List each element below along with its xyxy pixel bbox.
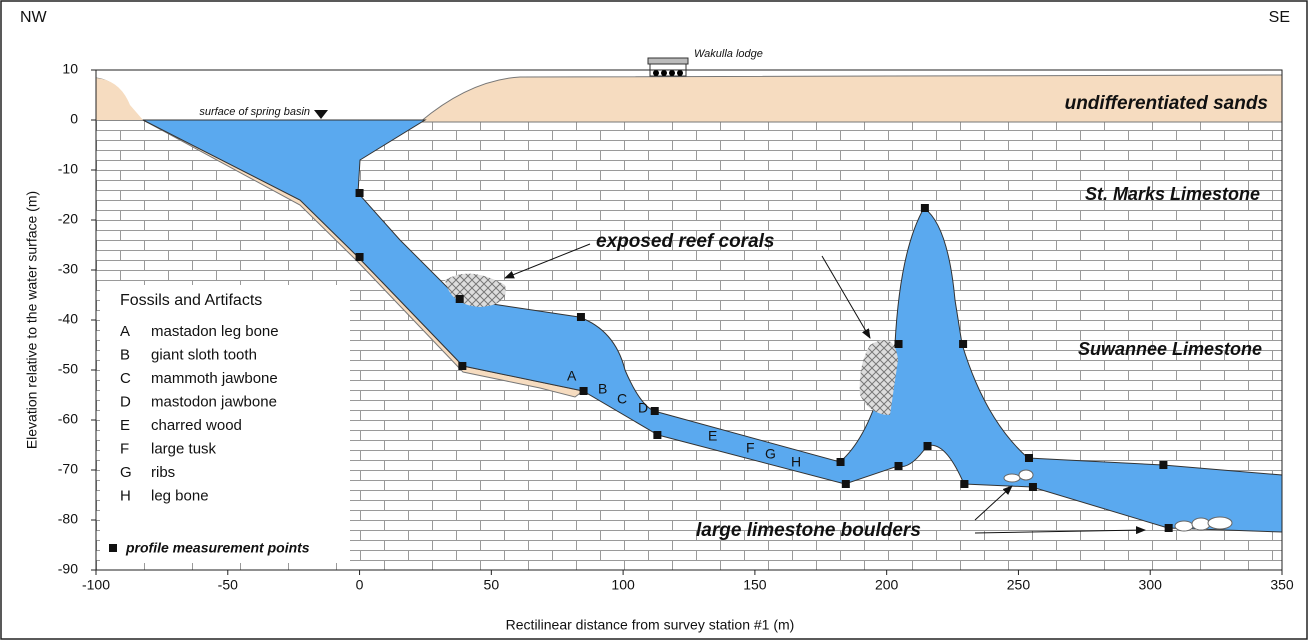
x-axis-label: Rectilinear distance from survey station… — [506, 617, 795, 633]
measurement-point — [924, 442, 932, 450]
measurement-point — [458, 362, 466, 370]
measurement-point — [653, 431, 661, 439]
legend-entry: profile measurement points — [125, 540, 310, 556]
y-tick-label: -20 — [58, 211, 78, 227]
y-tick-label: 10 — [62, 61, 78, 77]
legend-entry: mammoth jawbone — [151, 370, 278, 387]
fossil-letter: E — [708, 428, 717, 444]
annotation: exposed reef corals — [596, 231, 774, 252]
measurement-point — [895, 462, 903, 470]
legend-entry: mastodon jawbone — [151, 393, 277, 410]
measurement-point — [580, 387, 588, 395]
figure: NW SE Wakulla lodge surface of spring ba… — [0, 0, 1308, 640]
measurement-point — [1159, 461, 1167, 469]
corner-label: SE — [1269, 9, 1290, 26]
measurement-point — [1025, 454, 1033, 462]
measurement-point — [356, 253, 364, 261]
y-tick-label: -30 — [58, 261, 78, 277]
legend-key: B — [120, 346, 130, 363]
y-axis-label: Elevation relative to the water surface … — [24, 191, 40, 449]
y-tick-label: 0 — [70, 111, 78, 127]
measurement-point — [921, 204, 929, 212]
fossil-letter: B — [598, 381, 607, 397]
y-tick-label: -90 — [58, 561, 78, 577]
legend-key: A — [120, 323, 130, 340]
legend-entry: charred wood — [151, 417, 242, 434]
fossil-letter: D — [638, 400, 648, 416]
x-tick-label: 200 — [875, 577, 899, 593]
fossil-letter: A — [567, 368, 577, 384]
legend-key: F — [120, 440, 129, 457]
x-tick-label: -50 — [218, 577, 238, 593]
x-tick-label: 50 — [484, 577, 500, 593]
annotation: Wakulla lodge — [694, 48, 763, 60]
y-tick-label: -80 — [58, 511, 78, 527]
legend-key: C — [120, 370, 131, 387]
measurement-point — [842, 480, 850, 488]
x-tick-label: 150 — [743, 577, 767, 593]
x-tick-label: 300 — [1139, 577, 1163, 593]
legend-key: H — [120, 487, 131, 504]
annotation: Suwannee Limestone — [1078, 339, 1262, 359]
page: NW SE Wakulla lodge surface of spring ba… — [0, 0, 1308, 640]
annotation: large limestone boulders — [696, 520, 921, 541]
measurement-point — [837, 458, 845, 466]
annotation: surface of spring basin — [199, 106, 310, 118]
corner-label: NW — [20, 9, 48, 26]
legend-key: D — [120, 393, 131, 410]
legend-key: G — [120, 464, 132, 481]
measurement-point — [356, 189, 364, 197]
x-tick-label: 250 — [1007, 577, 1031, 593]
legend-title: Fossils and Artifacts — [120, 292, 262, 309]
legend-entry: mastadon leg bone — [151, 323, 279, 340]
lodge-icon — [648, 58, 688, 76]
fossil-letter: C — [617, 391, 627, 407]
fossil-letter: G — [765, 446, 776, 462]
y-tick-label: -70 — [58, 461, 78, 477]
measurement-point — [960, 480, 968, 488]
annotation: undifferentiated sands — [1065, 93, 1268, 114]
measurement-point — [651, 407, 659, 415]
x-tick-label: 0 — [356, 577, 364, 593]
y-tick-label: -50 — [58, 361, 78, 377]
y-tick-label: -40 — [58, 311, 78, 327]
legend-key: E — [120, 417, 130, 434]
measurement-point — [1165, 524, 1173, 532]
fossil-letter: H — [791, 454, 801, 470]
measurement-point — [456, 295, 464, 303]
x-tick-label: 100 — [611, 577, 635, 593]
x-tick-label: 350 — [1270, 577, 1294, 593]
x-tick-label: -100 — [82, 577, 110, 593]
legend-entry: large tusk — [151, 440, 217, 457]
legend-entry: giant sloth tooth — [151, 346, 257, 363]
legend-entry: leg bone — [151, 487, 209, 504]
measurement-point — [959, 340, 967, 348]
legend-symbol — [109, 544, 117, 552]
measurement-point — [577, 313, 585, 321]
y-tick-label: -10 — [58, 161, 78, 177]
y-tick-label: -60 — [58, 411, 78, 427]
measurement-point — [1029, 483, 1037, 491]
measurement-point — [895, 340, 903, 348]
fossil-letter: F — [746, 440, 755, 456]
legend-entry: ribs — [151, 464, 175, 481]
annotation: St. Marks Limestone — [1085, 184, 1260, 204]
